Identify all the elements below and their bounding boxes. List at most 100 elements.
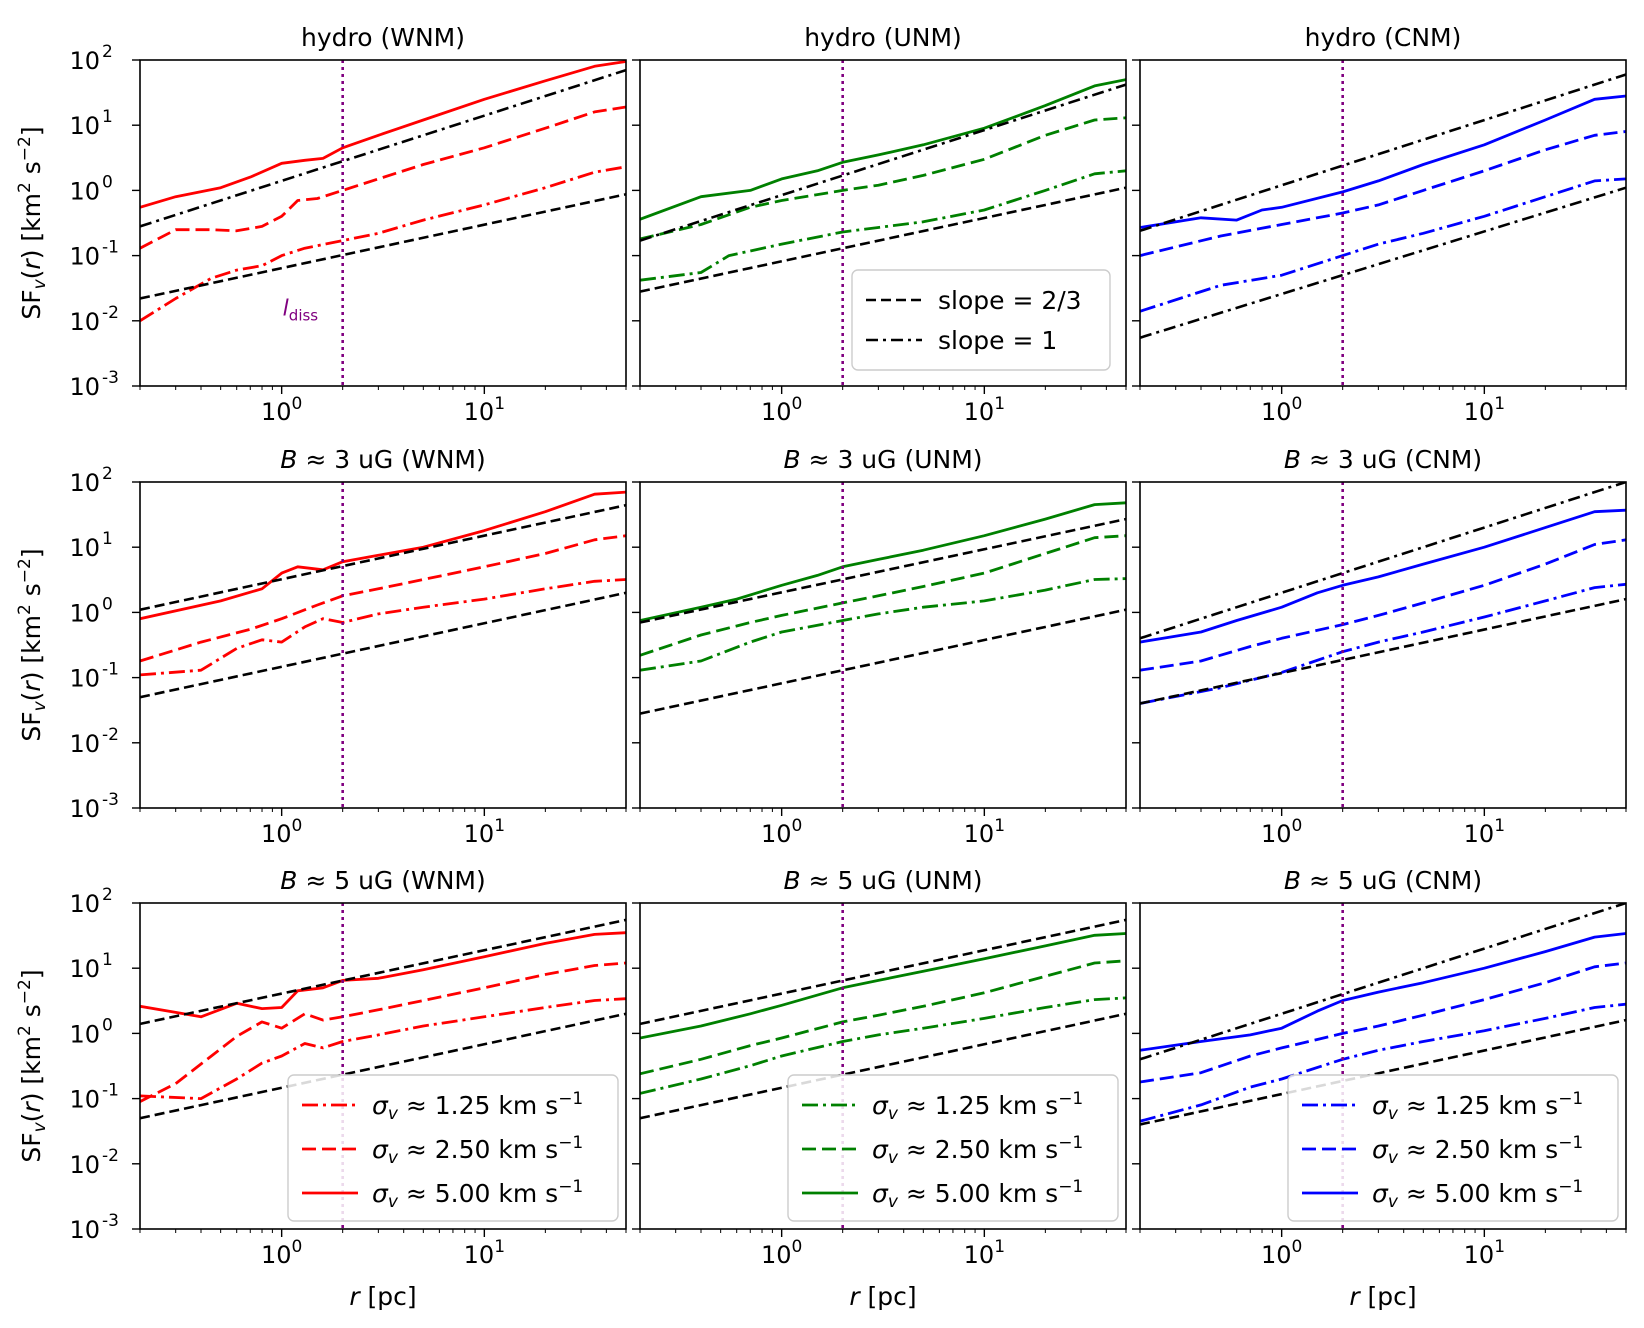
reference-line-ref_dashed bbox=[140, 918, 626, 1026]
y-tick-exponent: -1 bbox=[102, 660, 119, 680]
y-axis-label: SFv(r) [km2 s−2] bbox=[15, 969, 50, 1162]
y-tick-label: 10 bbox=[69, 308, 100, 336]
reference-line-ref_dashdot bbox=[1140, 482, 1626, 640]
x-tick-label: 101 bbox=[1464, 1237, 1505, 1269]
panel-9: B ≈ 5 uG (CNM) 100 101 r [pc] σv ≈ 1.25 km s… bbox=[1132, 866, 1627, 1311]
x-tick-label: 100 bbox=[1261, 1237, 1302, 1269]
y-tick-label: 10 bbox=[69, 730, 100, 758]
panel-title: B ≈ 3 uG (WNM) bbox=[280, 445, 486, 474]
panel-2: hydro (UNM) 100 101 slope = 2/3 slope = 1 bbox=[632, 23, 1127, 426]
axes-frame bbox=[139, 59, 627, 387]
series-line-dashdot bbox=[640, 996, 1126, 1095]
reference-line-ref_dashdot bbox=[1140, 903, 1626, 1061]
x-tick-label: 101 bbox=[964, 816, 1005, 848]
y-tick-exponent: -1 bbox=[102, 238, 119, 258]
series-line-dashed bbox=[640, 534, 1126, 657]
series-line-dashed bbox=[140, 534, 626, 663]
y-tick-exponent: -3 bbox=[102, 368, 119, 388]
reference-line-ref_dashed bbox=[1140, 1018, 1626, 1126]
panel-8: B ≈ 5 uG (UNM) 100 101 r [pc] σv ≈ 1.25 km s… bbox=[632, 866, 1127, 1311]
y-tick-label: 10 bbox=[69, 1151, 100, 1179]
y-tick-exponent: 2 bbox=[102, 42, 113, 62]
reference-line-ref_dashed bbox=[640, 608, 1126, 715]
y-tick-exponent: -3 bbox=[102, 1211, 119, 1231]
reference-line-ref_dashed bbox=[140, 1012, 626, 1120]
series-line-dashdot bbox=[1140, 1002, 1626, 1123]
series-line-dashed bbox=[140, 961, 626, 1103]
y-tick-exponent: -1 bbox=[102, 1081, 119, 1101]
y-tick-label: 10 bbox=[69, 47, 100, 75]
reference-line-ref_dashdot bbox=[1140, 186, 1626, 339]
series-line-dashed bbox=[1140, 538, 1626, 672]
series-line-solid bbox=[640, 78, 1126, 221]
series-line-solid bbox=[140, 60, 626, 209]
reference-line-ref_dashed bbox=[140, 193, 626, 300]
x-tick-label: 101 bbox=[964, 1237, 1005, 1269]
x-tick-label: 100 bbox=[1261, 394, 1302, 426]
sigma-legend: σv ≈ 1.25 km s−1 σv ≈ 2.50 km s−1 σv ≈ 5.0… bbox=[1287, 1074, 1619, 1222]
reference-line-ref_dashed bbox=[640, 186, 1126, 293]
series-line-solid bbox=[640, 501, 1126, 622]
y-tick-exponent: 1 bbox=[102, 529, 113, 549]
dissipation-label: ldiss bbox=[283, 297, 319, 325]
legend-entry: slope = 1 bbox=[938, 326, 1057, 355]
x-axis-label: r [pc] bbox=[349, 1282, 416, 1311]
y-tick-label: 10 bbox=[69, 469, 100, 497]
axes-frame bbox=[1139, 481, 1627, 809]
y-tick-label: 10 bbox=[69, 665, 100, 693]
series-line-solid bbox=[140, 931, 626, 1019]
y-tick-label: 10 bbox=[69, 534, 100, 562]
axes-frame bbox=[639, 481, 1127, 809]
x-tick-label: 100 bbox=[761, 1237, 802, 1269]
series-line-dashed bbox=[1140, 961, 1626, 1084]
panel-title: B ≈ 3 uG (CNM) bbox=[1284, 445, 1482, 474]
y-tick-exponent: -2 bbox=[102, 303, 119, 323]
panel-3: hydro (CNM) 100 101 bbox=[1132, 23, 1627, 426]
legend-entry: σv ≈ 5.00 km s−1 bbox=[372, 1177, 583, 1212]
series-line-dashed bbox=[140, 105, 626, 250]
y-tick-label: 10 bbox=[69, 1216, 100, 1244]
y-tick-exponent: 0 bbox=[102, 1015, 113, 1035]
sigma-legend: σv ≈ 1.25 km s−1 σv ≈ 2.50 km s−1 σv ≈ 5.0… bbox=[787, 1074, 1119, 1222]
y-tick-exponent: 2 bbox=[102, 464, 113, 484]
axes-frame bbox=[139, 902, 627, 1230]
series-line-solid bbox=[1140, 932, 1626, 1052]
y-tick-label: 10 bbox=[69, 1020, 100, 1048]
x-tick-label: 100 bbox=[261, 1237, 302, 1269]
reference-line-ref_dashdot bbox=[140, 68, 626, 228]
y-tick-exponent: -3 bbox=[102, 790, 119, 810]
y-tick-label: 10 bbox=[69, 599, 100, 627]
axes-frame bbox=[639, 902, 1127, 1230]
reference-line-ref_dashed bbox=[140, 591, 626, 699]
legend-entry: σv ≈ 5.00 km s−1 bbox=[872, 1177, 1083, 1212]
y-tick-label: 10 bbox=[69, 373, 100, 401]
x-tick-label: 101 bbox=[464, 1237, 505, 1269]
series-line-dashed bbox=[640, 959, 1126, 1076]
reference-line-ref_dashed bbox=[640, 517, 1126, 624]
x-tick-label: 101 bbox=[464, 394, 505, 426]
panel-title: hydro (UNM) bbox=[804, 23, 962, 52]
series-line-dashed bbox=[1140, 130, 1626, 257]
y-tick-exponent: 0 bbox=[102, 172, 113, 192]
y-tick-exponent: 1 bbox=[102, 107, 113, 127]
legend-entry: σv ≈ 2.50 km s−1 bbox=[872, 1133, 1083, 1168]
x-tick-label: 100 bbox=[761, 394, 802, 426]
legend-entry: σv ≈ 1.25 km s−1 bbox=[372, 1089, 583, 1124]
x-tick-label: 101 bbox=[1464, 394, 1505, 426]
legend-entry: slope = 2/3 bbox=[938, 286, 1082, 315]
panel-title: B ≈ 3 uG (UNM) bbox=[783, 445, 982, 474]
panel-title: B ≈ 5 uG (CNM) bbox=[1284, 866, 1482, 895]
series-line-solid bbox=[1140, 508, 1626, 644]
x-tick-label: 100 bbox=[761, 816, 802, 848]
legend-entry: σv ≈ 1.25 km s−1 bbox=[872, 1089, 1083, 1124]
x-tick-label: 101 bbox=[464, 816, 505, 848]
y-axis-label: SFv(r) [km2 s−2] bbox=[15, 548, 50, 741]
reference-line-ref_dashdot bbox=[1140, 73, 1626, 233]
sigma-legend: σv ≈ 1.25 km s−1 σv ≈ 2.50 km s−1 σv ≈ 5.0… bbox=[287, 1074, 619, 1222]
y-tick-exponent: -2 bbox=[102, 1146, 119, 1166]
y-tick-label: 10 bbox=[69, 177, 100, 205]
reference-line-ref_dashed bbox=[1140, 597, 1626, 705]
axes-frame bbox=[1139, 902, 1627, 1230]
